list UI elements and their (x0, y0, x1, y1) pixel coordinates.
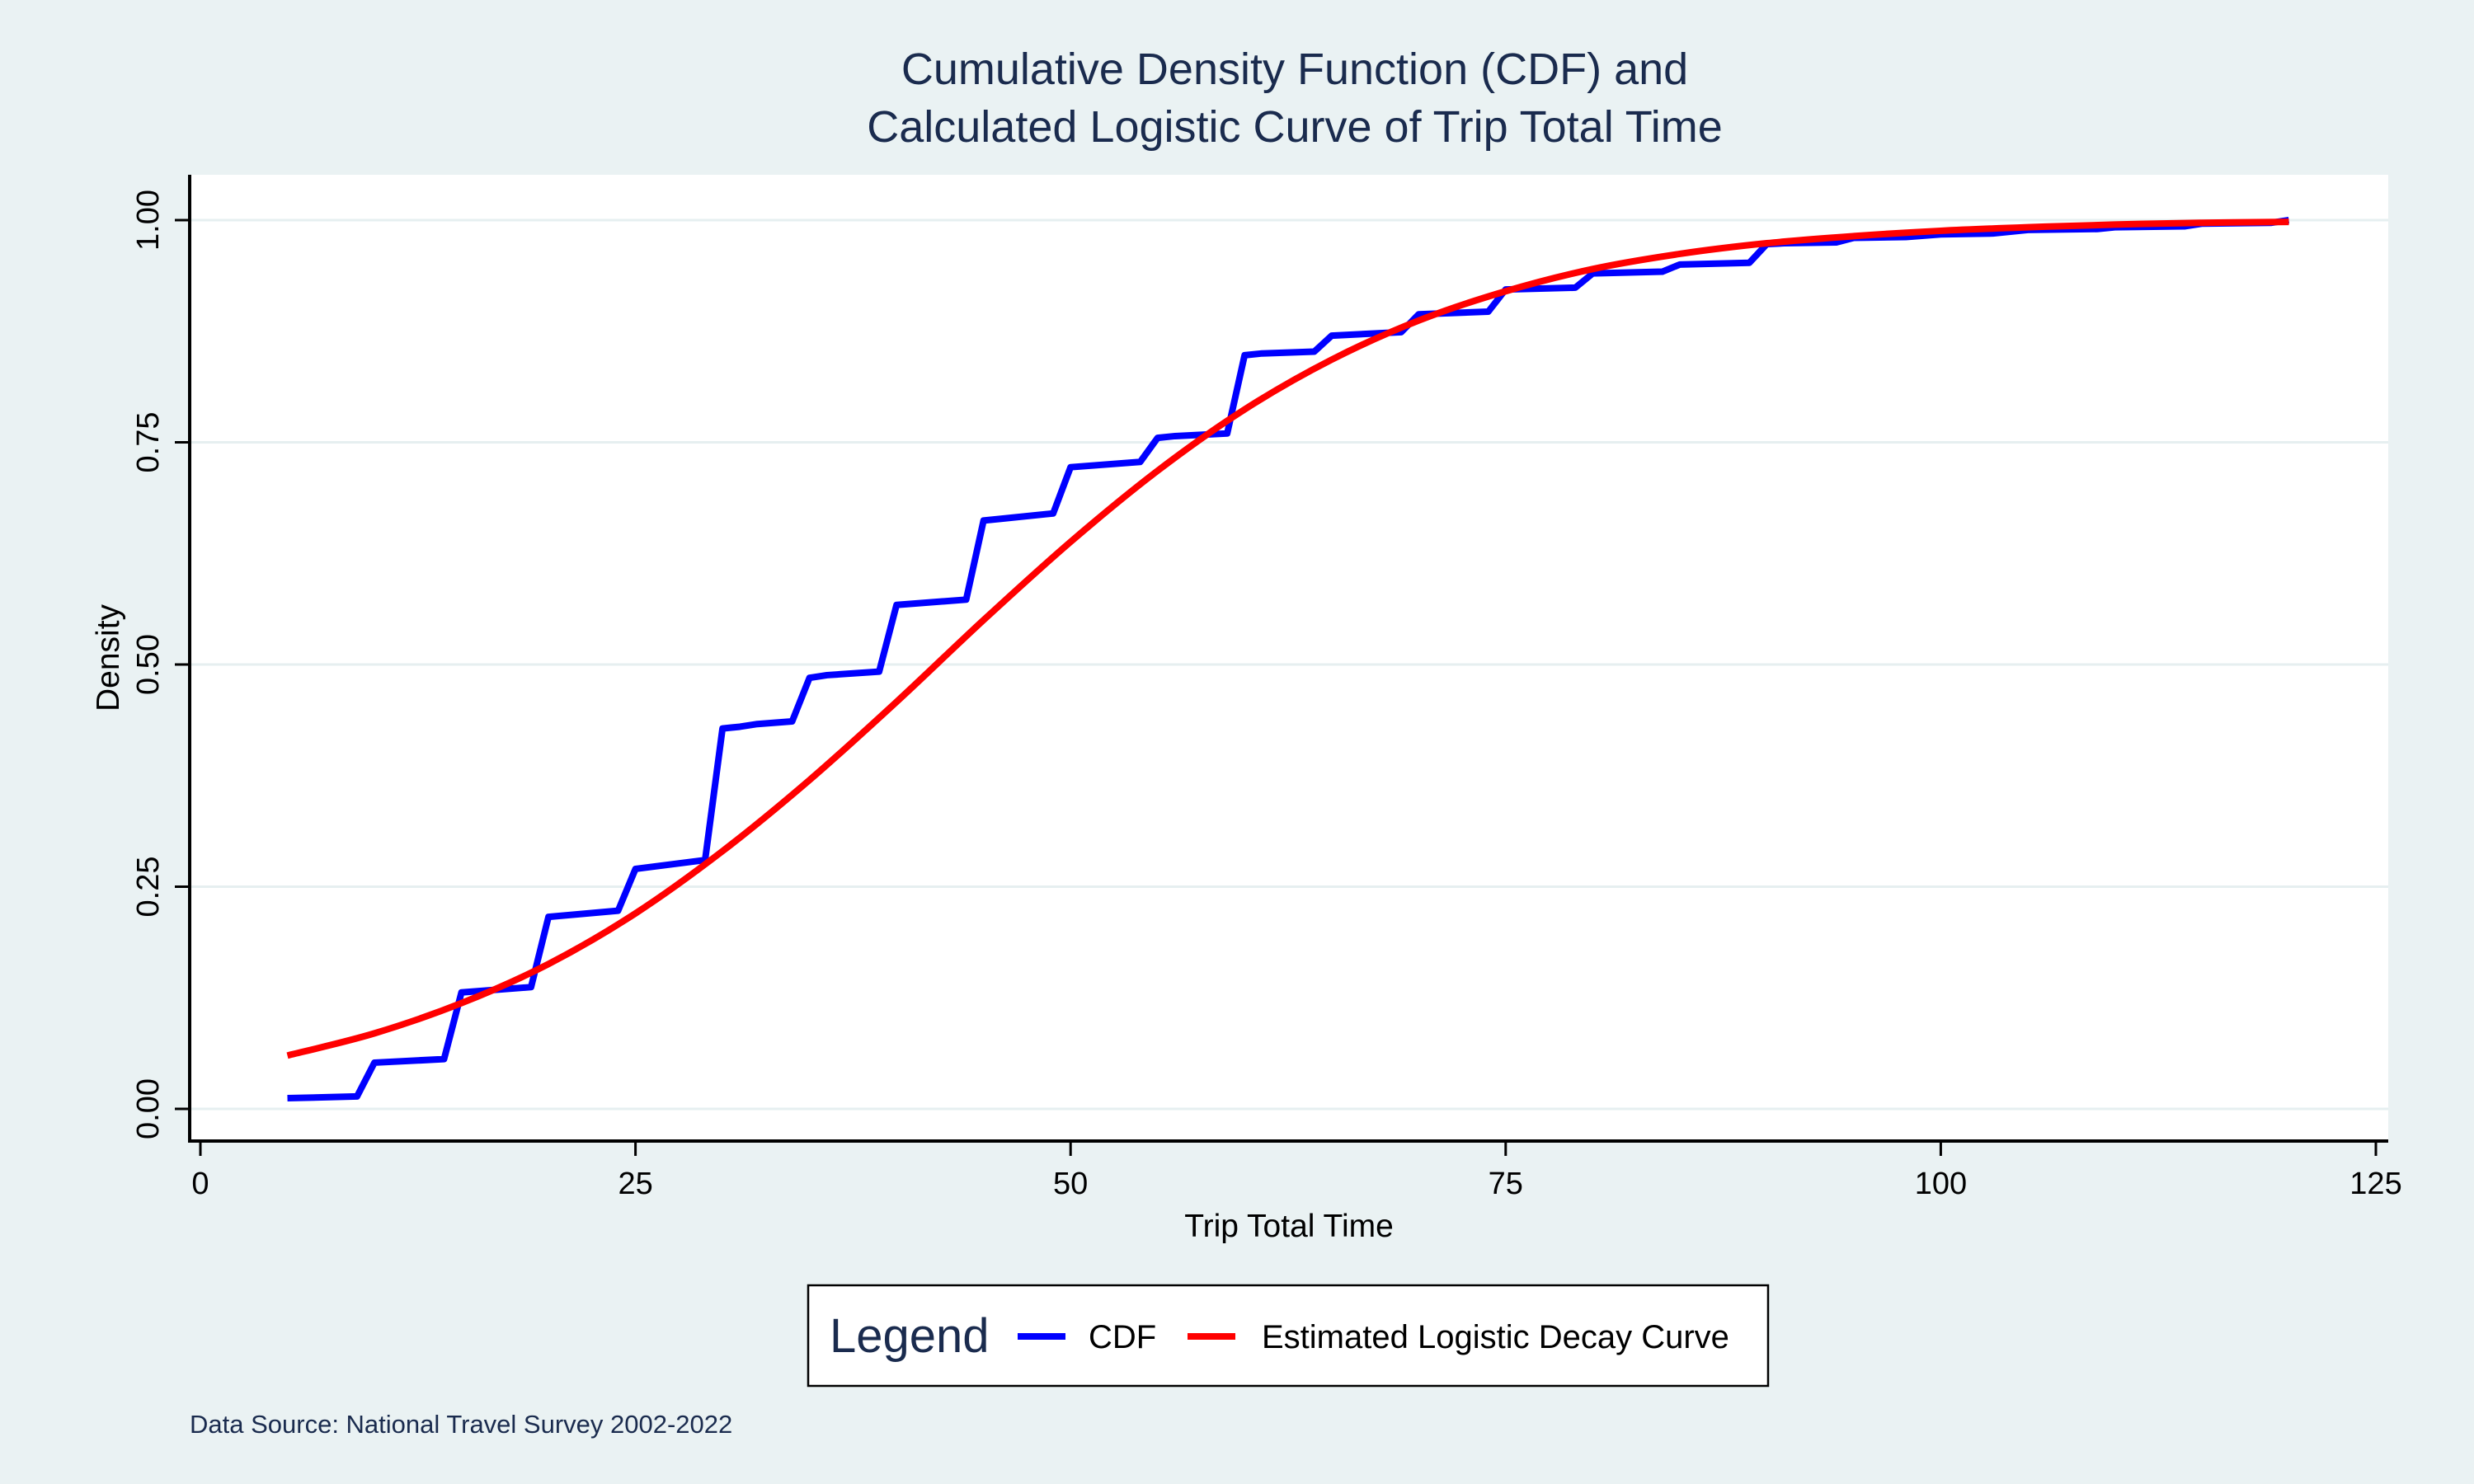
y-tick-label-0: 0.00 (131, 1078, 166, 1139)
y-tick-label-2: 0.50 (131, 634, 166, 695)
x-tick-label-2: 50 (1053, 1167, 1088, 1201)
chart-title-line-1: Cumulative Density Function (CDF) and (901, 45, 1688, 94)
x-tick-label-3: 75 (1489, 1167, 1523, 1201)
legend-label-cdf: CDF (1089, 1319, 1156, 1355)
x-axis-title: Trip Total Time (1184, 1209, 1394, 1244)
legend: Legend CDF Estimated Logistic Decay Curv… (807, 1284, 1770, 1388)
data-source-note: Data Source: National Travel Survey 2002… (190, 1410, 732, 1439)
y-tick-label-3: 0.75 (131, 412, 166, 473)
y-ticks: 0.00 0.25 0.50 0.75 1.00 (131, 190, 190, 1139)
x-tick-label-1: 25 (618, 1167, 652, 1201)
plot-area (190, 175, 2388, 1139)
grid-lines (191, 218, 2388, 1111)
series-line-cdf (287, 217, 2290, 1102)
series-line-logistic-curve (286, 218, 2289, 1059)
series-group (286, 217, 2290, 1102)
x-ticks: 0 25 50 75 100 125 (191, 1141, 2402, 1201)
legend-label-logistic: Estimated Logistic Decay Curve (1262, 1319, 1729, 1355)
legend-box (807, 1284, 1770, 1388)
x-tick-label-5: 125 (2349, 1167, 2401, 1201)
y-axis-title: Density (91, 603, 126, 711)
x-tick-label-0: 0 (191, 1167, 209, 1201)
x-tick-label-4: 100 (1915, 1167, 1967, 1201)
legend-title: Legend (830, 1309, 990, 1363)
y-tick-label-4: 1.00 (131, 190, 166, 251)
y-tick-label-1: 0.25 (131, 857, 166, 918)
chart-title-line-2: Calculated Logistic Curve of Trip Total … (867, 102, 1722, 152)
